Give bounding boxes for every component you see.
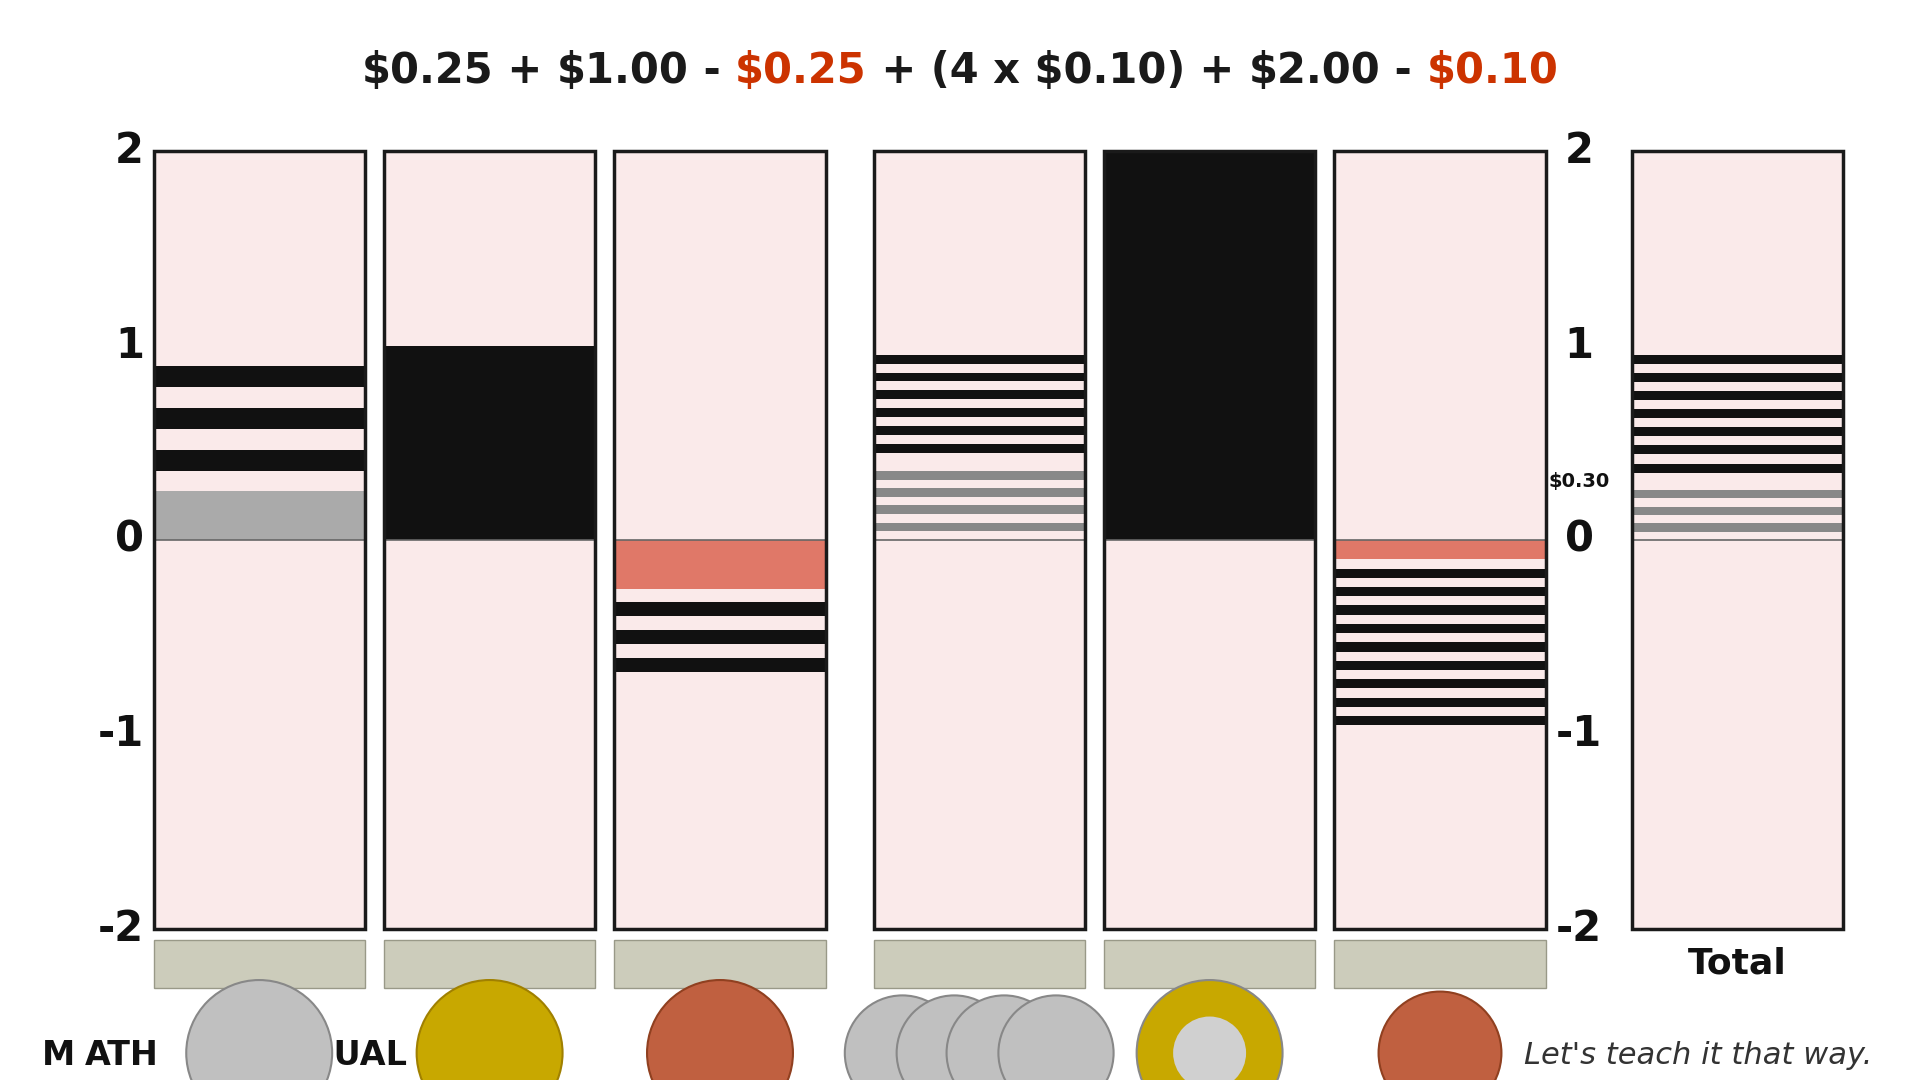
- Text: is: is: [177, 1039, 230, 1072]
- Text: $0.10: $0.10: [1427, 51, 1559, 92]
- Text: 0: 0: [115, 519, 144, 561]
- Text: .COM: .COM: [419, 1039, 516, 1072]
- Text: Let's teach it that way.: Let's teach it that way.: [1524, 1041, 1872, 1070]
- Text: + (4 x $0.10): + (4 x $0.10): [866, 51, 1185, 92]
- Text: 1: 1: [1565, 325, 1594, 366]
- Text: -2: -2: [98, 908, 144, 949]
- Text: 2: 2: [115, 131, 144, 172]
- Text: - $0.10: - $0.10: [1390, 951, 1490, 976]
- Text: -2: -2: [1555, 908, 1603, 949]
- Text: -1: -1: [1555, 714, 1603, 755]
- Text: 0: 0: [1565, 519, 1594, 561]
- Text: -1: -1: [98, 714, 144, 755]
- Text: $1.00: $1.00: [557, 51, 689, 92]
- Text: $0.25: $0.25: [219, 951, 300, 976]
- Text: -: -: [1380, 51, 1427, 92]
- Text: $0.25: $0.25: [361, 51, 493, 92]
- Text: 1: 1: [115, 325, 144, 366]
- Text: +: +: [1185, 51, 1248, 92]
- Text: $2.00: $2.00: [1248, 51, 1380, 92]
- Text: 2: 2: [1565, 131, 1594, 172]
- Text: +: +: [493, 51, 557, 92]
- Text: ▼: ▼: [253, 1041, 276, 1070]
- Text: $0.25: $0.25: [735, 51, 866, 92]
- Text: Total: Total: [1688, 947, 1788, 981]
- Text: $1.00: $1.00: [449, 951, 530, 976]
- Text: $0.30: $0.30: [1549, 472, 1609, 491]
- Text: $0.40: $0.40: [939, 951, 1020, 976]
- Text: ISUAL: ISUAL: [298, 1039, 407, 1072]
- Text: M: M: [42, 1039, 75, 1072]
- Text: - $0.25: - $0.25: [670, 951, 770, 976]
- Text: -: -: [689, 51, 735, 92]
- Text: $2.00: $2.00: [1169, 951, 1250, 976]
- Text: ATH: ATH: [84, 1039, 157, 1072]
